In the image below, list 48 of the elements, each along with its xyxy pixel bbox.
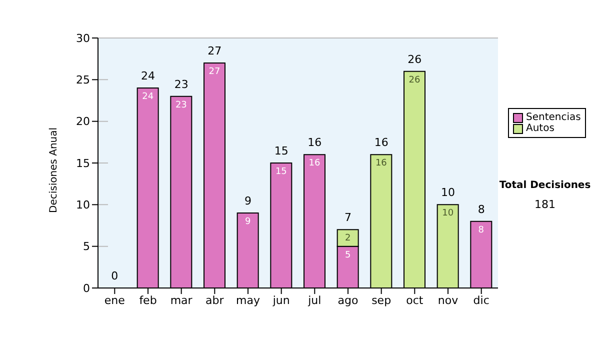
y-tick-label: 30 <box>76 32 90 45</box>
total-label: 27 <box>208 44 222 58</box>
data-label: 23 <box>175 100 187 110</box>
data-label: 10 <box>442 208 454 219</box>
x-tick-label: sep <box>372 294 392 307</box>
y-tick-label: 25 <box>76 74 90 87</box>
total-label: 7 <box>344 211 352 224</box>
data-label: 27 <box>208 67 220 77</box>
total-label: 0 <box>111 269 118 282</box>
data-label: 2 <box>344 234 351 244</box>
total-label: 16 <box>374 136 388 150</box>
data-label: 16 <box>375 158 388 169</box>
y-tick-label: 20 <box>76 115 90 128</box>
x-tick-label: mar <box>170 294 193 307</box>
total-label: 15 <box>274 144 288 158</box>
total-label: 9 <box>244 194 252 208</box>
text: 181 <box>534 198 556 211</box>
y-tick-label: 10 <box>76 198 90 212</box>
data-label: 5 <box>344 250 351 260</box>
y-tick-label: 15 <box>76 156 90 170</box>
x-tick-label: may <box>236 294 260 307</box>
data-label: 16 <box>308 158 320 169</box>
total-label: 10 <box>441 186 455 200</box>
x-tick-label: jun <box>272 294 290 307</box>
x-tick-label: abr <box>206 294 224 307</box>
total-label: 16 <box>308 136 322 150</box>
x-tick-label: ago <box>338 294 358 307</box>
x-tick-label: ene <box>104 294 126 307</box>
legend-label: Sentencias <box>526 112 581 123</box>
data-label: 8 <box>478 225 484 236</box>
text: Total Decisiones <box>498 180 592 191</box>
x-tick-label: oct <box>406 294 424 307</box>
data-label: 24 <box>142 92 154 102</box>
y-tick-label: 0 <box>83 282 90 295</box>
total-label: 8 <box>478 202 485 216</box>
data-label: 9 <box>244 217 251 227</box>
data-label: 26 <box>408 75 420 86</box>
total-label: 24 <box>141 69 155 82</box>
x-tick-label: feb <box>139 294 157 307</box>
x-tick-label: jul <box>307 294 322 307</box>
x-tick-label: nov <box>438 294 459 307</box>
y-axis-title: Decisiones Anual <box>48 127 60 213</box>
y-tick-label: 5 <box>83 240 90 254</box>
x-tick-label: dic <box>473 294 490 307</box>
legend-label: Autos <box>526 123 554 134</box>
data-label: 15 <box>275 167 287 177</box>
total-label: 26 <box>408 52 422 66</box>
total-label: 23 <box>174 78 188 91</box>
